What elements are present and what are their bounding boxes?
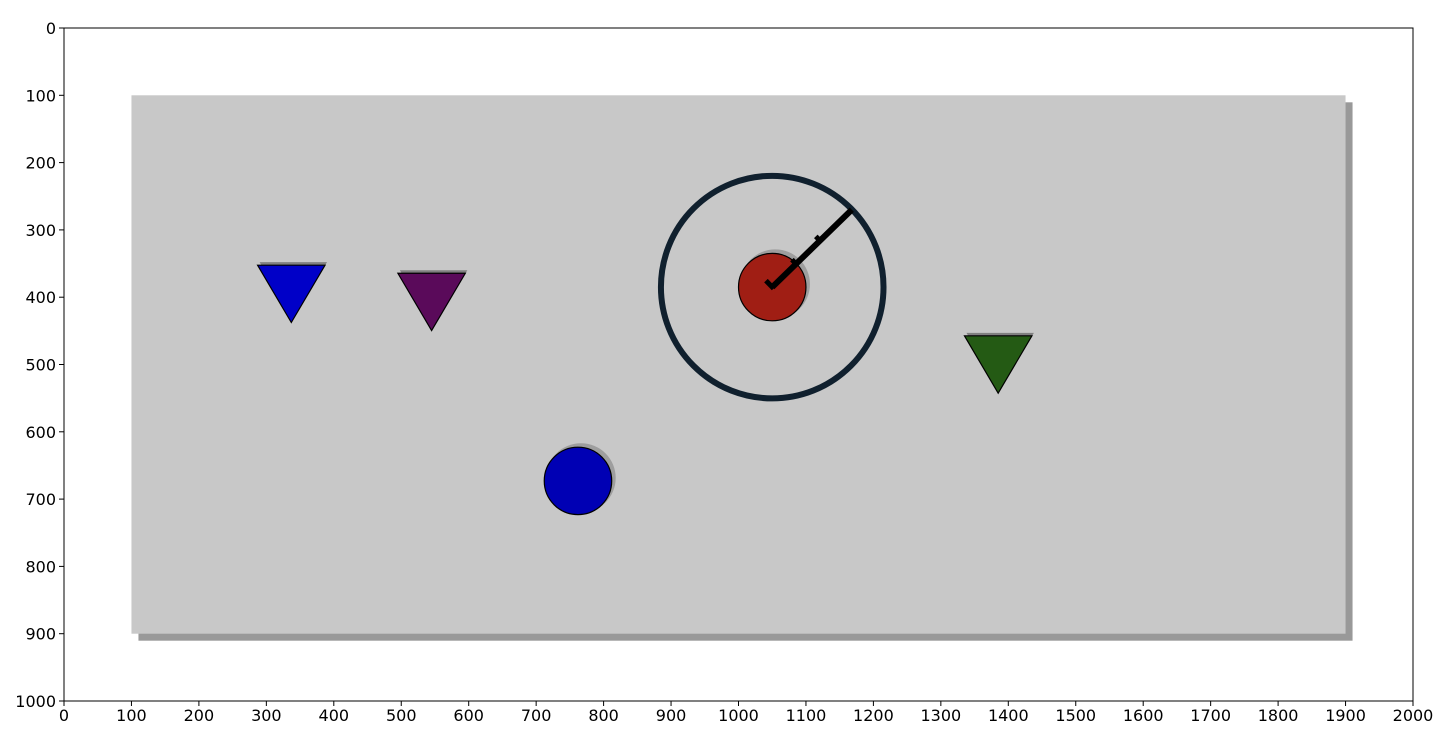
arena	[131, 95, 1353, 641]
x-tick-label: 1400	[988, 706, 1029, 725]
agent	[657, 172, 887, 402]
x-tick-label: 1000	[718, 706, 759, 725]
y-tick-label: 500	[25, 356, 56, 375]
x-tick-label: 1600	[1123, 706, 1164, 725]
object-triangle	[256, 264, 327, 324]
x-tick-label: 1900	[1325, 706, 1366, 725]
y-tick-label: 1000	[15, 692, 56, 711]
x-tick-label: 600	[453, 706, 484, 725]
arena-floor	[131, 95, 1346, 634]
y-tick-label: 800	[25, 557, 56, 576]
x-tick-label: 1200	[853, 706, 894, 725]
x-tick-label: 1700	[1190, 706, 1231, 725]
x-tick-label: 200	[184, 706, 215, 725]
agent-pointer-tick	[814, 234, 824, 244]
y-tick-label: 900	[25, 625, 56, 644]
x-tick-label: 900	[656, 706, 687, 725]
x-tick-label: 2000	[1393, 706, 1434, 725]
y-tick-label: 400	[25, 288, 56, 307]
x-tick-label: 1800	[1258, 706, 1299, 725]
y-tick-label: 700	[25, 490, 56, 509]
agent-pointer	[770, 207, 854, 290]
x-tick-label: 500	[386, 706, 417, 725]
x-tick-label: 0	[59, 706, 69, 725]
x-tick-label: 400	[319, 706, 350, 725]
agent-pointer-tick	[790, 257, 800, 268]
x-tick-label: 1100	[786, 706, 827, 725]
x-tick-label: 700	[521, 706, 552, 725]
x-tick-label: 1500	[1055, 706, 1096, 725]
object-triangle	[396, 272, 467, 332]
x-tick-label: 300	[251, 706, 282, 725]
x-tick-label: 100	[116, 706, 147, 725]
y-tick-label: 100	[25, 86, 56, 105]
y-tick-label: 200	[25, 154, 56, 173]
y-tick-label: 300	[25, 221, 56, 240]
agent-pointer-tick	[764, 278, 776, 291]
y-tick-label: 0	[46, 19, 56, 38]
x-tick-label: 800	[588, 706, 619, 725]
agent-ring	[657, 172, 887, 402]
object-circle	[543, 446, 613, 516]
x-axis-ticks: 0 100 200 300 400 500 600 700 800 900 1000 1100 1200…	[59, 701, 1433, 725]
y-tick-label: 600	[25, 423, 56, 442]
y-axis-ticks: 0 100 200 300 400 500 600 700 800 900 1000	[15, 19, 64, 711]
object-triangle	[963, 335, 1033, 395]
objects	[256, 249, 1034, 516]
x-tick-label: 1300	[920, 706, 961, 725]
